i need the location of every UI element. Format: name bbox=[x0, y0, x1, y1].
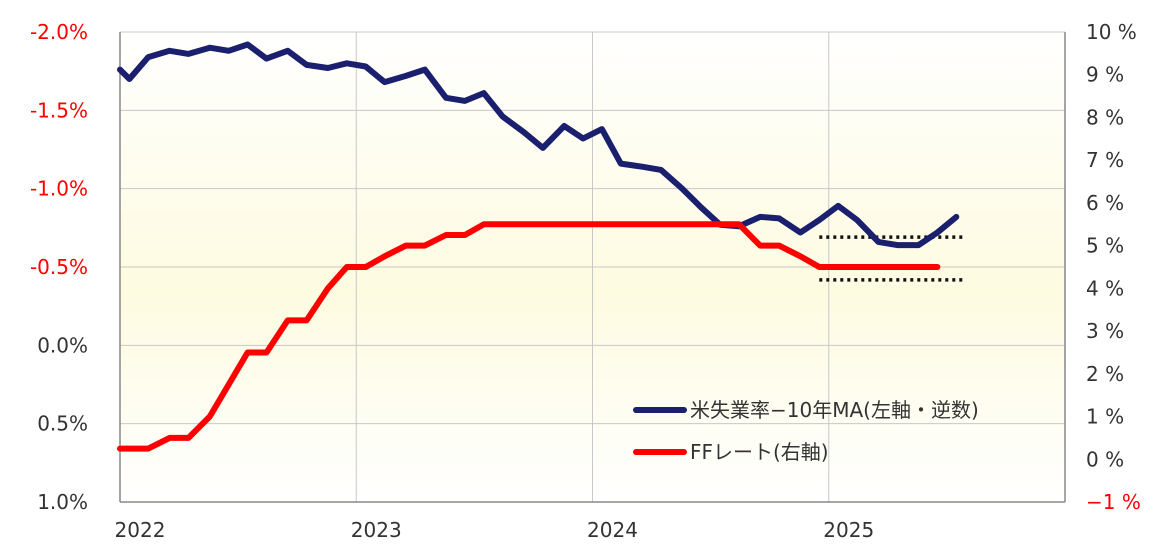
y-right-tick-label: 9 % bbox=[1086, 63, 1124, 87]
x-tick-label: 2025 bbox=[823, 518, 874, 542]
x-tick-label: 2022 bbox=[115, 518, 166, 542]
y-right-tick-label: −1 % bbox=[1086, 490, 1141, 514]
y-right-tick-label: 8 % bbox=[1086, 105, 1124, 129]
y-right-tick-label: 7 % bbox=[1086, 148, 1124, 172]
y-right-tick-label: 3 % bbox=[1086, 319, 1124, 343]
legend: 米失業率−10年MA(左軸・逆数) FFレート(右軸) bbox=[633, 398, 979, 464]
series-line-0 bbox=[117, 41, 960, 249]
x-tick-label: 2024 bbox=[587, 518, 638, 542]
y-left-tick-label: 0.5% bbox=[37, 412, 88, 436]
y-right-tick-label: 6 % bbox=[1086, 191, 1124, 215]
y-right-tick-label: 0 % bbox=[1086, 447, 1124, 471]
y-left-tick-label: -2.0% bbox=[30, 20, 88, 44]
y-right-tick-label: 4 % bbox=[1086, 276, 1124, 300]
y-left-tick-label: 1.0% bbox=[37, 490, 88, 514]
series-line-1 bbox=[117, 221, 941, 452]
legend-label: FFレート(右軸) bbox=[690, 440, 829, 464]
y-right-tick-label: 2 % bbox=[1086, 362, 1124, 386]
series-layer bbox=[117, 41, 960, 452]
y-left-tick-label: -1.5% bbox=[30, 98, 88, 122]
y-left-tick-label: 0.0% bbox=[37, 333, 88, 357]
y-right-tick-label: 5 % bbox=[1086, 234, 1124, 258]
y-left-tick-label: -0.5% bbox=[30, 255, 88, 279]
y-left-tick-label: -1.0% bbox=[30, 177, 88, 201]
axes: -2.0% -1.5% -1.0% -0.5% 0.0% 0.5% 1.0% 10 % 9 % 8… bbox=[30, 20, 1141, 542]
y-right-tick-label: 10 % bbox=[1086, 20, 1137, 44]
legend-label: 米失業率−10年MA(左軸・逆数) bbox=[690, 398, 979, 422]
y-right-tick-label: 1 % bbox=[1086, 405, 1124, 429]
x-tick-label: 2023 bbox=[351, 518, 402, 542]
